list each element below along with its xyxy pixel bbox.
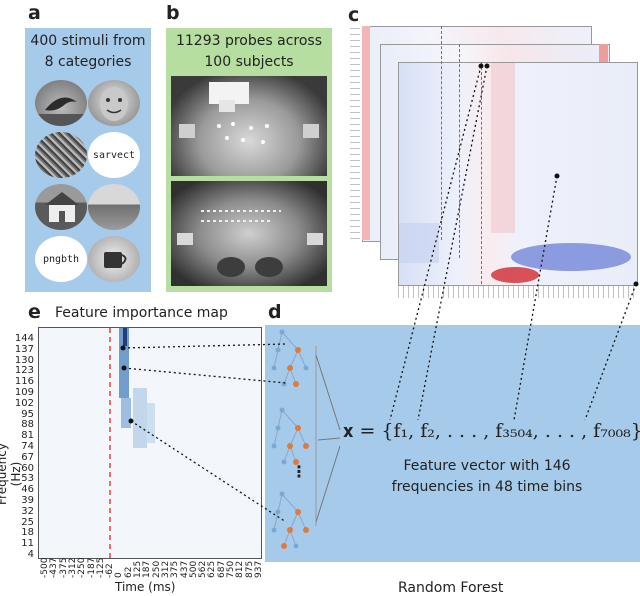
panel-label-c: c (348, 4, 360, 26)
y-tick-label: 74 (21, 441, 34, 452)
importance-map-plot (38, 327, 262, 559)
importance-map-xlabel: Time (ms) (115, 580, 176, 594)
importance-heatmap (109, 328, 155, 558)
stimuli-caption: 400 stimuli from 8 categories (30, 33, 146, 70)
y-tick-label: 25 (21, 516, 34, 528)
skull-icon (177, 210, 323, 277)
importance-map-y-ticks: 144 137 130 123 116 109 102 95 88 81 74 67 60 53 46 39 3… (4, 327, 36, 560)
y-tick-label: 95 (21, 408, 34, 420)
y-tick-label: 18 (21, 527, 34, 539)
panel-label-d: d (268, 301, 282, 323)
onset-line-back (441, 26, 442, 240)
electrode-points-icon (179, 82, 319, 144)
stimulus-face-image (88, 80, 140, 126)
cup-icon (104, 252, 127, 268)
stimulus-animal-image (35, 80, 87, 126)
y-tick-label: 81 (21, 430, 34, 442)
spectrogram-front-ticks (398, 286, 636, 298)
y-tick-label: 123 (14, 365, 34, 377)
feature-vector-panel (265, 325, 640, 562)
y-tick-label: 130 (14, 354, 34, 366)
classifier-label: Random Forest (398, 580, 504, 596)
onset-line-front (481, 62, 482, 284)
random-forest-trees (271, 329, 317, 549)
y-tick-label: 39 (21, 495, 34, 506)
y-tick-label: 53 (21, 473, 34, 485)
stimulus-house-image (35, 184, 87, 230)
stimulus-scene-image (88, 184, 140, 230)
stimulus-scrambled-image (35, 132, 87, 178)
y-tick-label: 116 (14, 376, 34, 388)
panel-label-a: a (28, 2, 41, 24)
xray-frontal-image (171, 181, 327, 286)
y-tick-label: 102 (14, 397, 34, 409)
feature-vector-description: Feature vector with 146 frequencies in 4… (391, 458, 583, 495)
y-tick-label: 11 (21, 538, 34, 550)
stimulus-object-image (88, 236, 140, 282)
y-tick-label: 137 (14, 343, 34, 355)
y-tick-label: 109 (14, 387, 34, 398)
probes-caption: 11293 probes across 100 subjects (175, 33, 322, 70)
y-tick-label: 60 (21, 462, 34, 474)
panel-label-e: e (28, 301, 41, 323)
importance-map-title: Feature importance map (55, 305, 228, 321)
y-tick-label: 32 (21, 505, 34, 517)
stimulus-word-1: sarvect (88, 132, 140, 178)
y-tick-label: 144 (14, 333, 34, 344)
spectrogram-back-edge (362, 26, 370, 240)
xray-lateral-image (171, 76, 327, 176)
house-icon (45, 192, 79, 222)
spectrogram-back-ticks (350, 28, 360, 240)
face-icon (100, 87, 128, 121)
onset-line-middle (459, 44, 460, 258)
stimulus-word-2: pngbth (35, 236, 87, 282)
spectrogram-sheet-front (398, 62, 638, 286)
y-tick-label: 4 (27, 549, 34, 560)
tree-ellipsis: ⋮ (291, 462, 307, 481)
y-tick-label: 46 (21, 484, 34, 496)
y-tick-label: 67 (21, 451, 34, 463)
y-tick-label: 88 (21, 419, 34, 431)
spectrogram-heat-pattern (399, 63, 631, 283)
panel-label-b: b (166, 2, 180, 24)
feature-vector-formula: 𝐱 = {f₁, f₂, . . . , f₃₅₀₄, . . . , f₇₀₀… (343, 420, 640, 442)
